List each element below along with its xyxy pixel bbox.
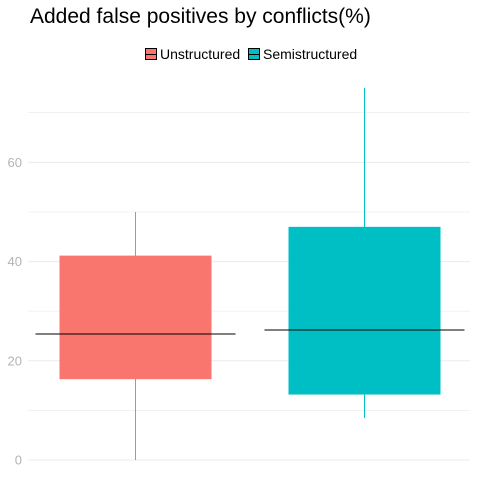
box-semistructured [288,226,441,395]
legend-swatch-semistructured [248,48,260,60]
chart-title: Added false positives by conflicts(%) [30,5,371,28]
legend-item-semistructured: Semistructured [248,44,357,64]
y-tick-label: 20 [8,353,22,368]
box-unstructured [59,255,212,380]
legend-item-unstructured: Unstructured [145,44,240,64]
chart-legend: Unstructured Semistructured [0,44,480,64]
legend-label-unstructured: Unstructured [160,46,241,62]
legend-swatch-unstructured [145,48,157,60]
y-tick-label: 60 [8,155,22,170]
legend-label-semistructured: Semistructured [263,46,358,62]
y-tick-label: 40 [8,254,22,269]
y-tick-label: 0 [15,453,22,468]
